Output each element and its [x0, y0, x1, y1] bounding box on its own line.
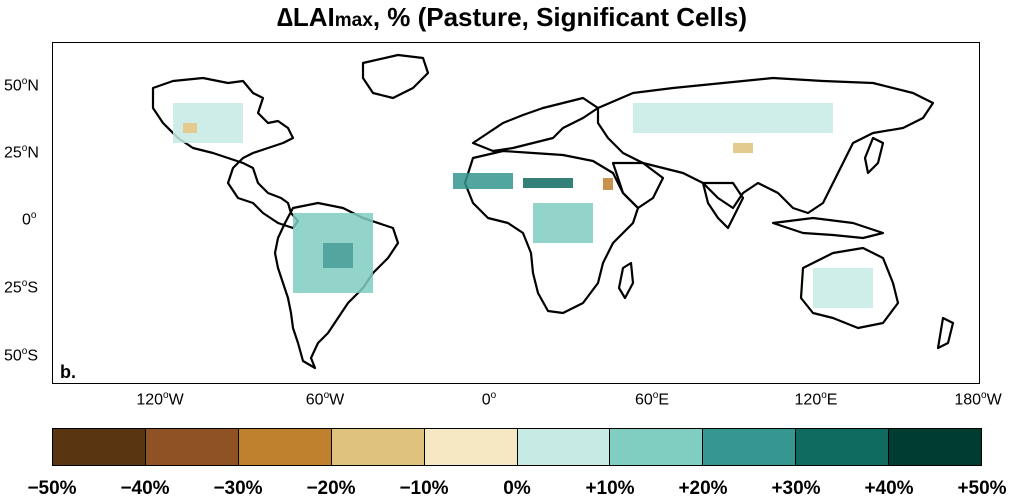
colorbar-segment-2	[238, 429, 332, 465]
colorbar-segment-0	[53, 429, 146, 465]
significant-cells	[173, 103, 873, 308]
colorbar-label-1: −40%	[120, 478, 170, 499]
colorbar-label-5: 0%	[503, 478, 531, 499]
coastlines	[151, 53, 955, 370]
xlabel-0: 0o	[481, 390, 497, 409]
colorbar-label-9: +40%	[864, 478, 914, 499]
sahel-cells	[453, 173, 513, 189]
europe-coast	[471, 96, 600, 153]
colorbar-segment-8	[796, 429, 890, 465]
ylabel-50s: 50oS	[4, 346, 39, 365]
brazil-cells	[323, 243, 353, 268]
new-zealand-coast	[936, 316, 955, 350]
map-panel	[52, 42, 980, 384]
australia-coast	[799, 246, 900, 330]
colorbar-segment-9	[889, 429, 982, 465]
xlabel-180w: 180oW	[954, 390, 1002, 409]
colorbar	[52, 428, 982, 466]
colorbar-segment-6	[610, 429, 704, 465]
panel-label: b.	[60, 362, 76, 382]
india-coast	[701, 181, 745, 230]
south-america-coast	[273, 201, 400, 370]
colorbar-label-8: +30%	[771, 478, 821, 499]
colorbar-label-10: +50%	[957, 478, 1007, 499]
world-map	[151, 53, 955, 370]
north-america-coast	[151, 76, 300, 230]
colorbar-label-6: +10%	[585, 478, 635, 499]
australia-cells	[813, 268, 873, 308]
africa-coast	[463, 149, 640, 315]
colorbar-label-4: −10%	[399, 478, 449, 499]
central-africa-cells	[533, 203, 593, 243]
xlabel-120e: 120oE	[794, 390, 838, 409]
colorbar-segment-4	[424, 429, 518, 465]
title-main: ∆LAI	[276, 2, 335, 32]
ylabel-25n: 25oN	[4, 143, 39, 162]
ylabel-50n: 50oN	[4, 76, 39, 95]
arabia-coast	[611, 161, 665, 210]
colorbar-label-2: −30%	[213, 478, 263, 499]
asia-negative-cells	[733, 143, 753, 153]
indonesia-coast	[771, 216, 885, 240]
eurasia-cells	[633, 103, 833, 133]
ylabel-25s: 25oS	[4, 278, 39, 297]
xlabel-60w: 60oW	[305, 390, 345, 409]
xlabel-60e: 60oE	[634, 390, 670, 409]
colorbar-segment-7	[703, 429, 797, 465]
colorbar-label-7: +20%	[678, 478, 728, 499]
title-subscript: max	[334, 10, 373, 31]
map-title: ∆LAImax, % (Pasture, Significant Cells)	[0, 2, 1024, 33]
colorbar-label-3: −20%	[306, 478, 356, 499]
madagascar-coast	[617, 261, 635, 300]
na-negative-cells	[183, 123, 197, 133]
greenland-coast	[361, 53, 430, 100]
sudan-cells	[523, 178, 573, 188]
ethiopia-negative-cells	[603, 178, 613, 190]
colorbar-segment-3	[331, 429, 425, 465]
colorbar-segment-1	[145, 429, 239, 465]
asia-coast	[596, 76, 935, 215]
colorbar-label-0: −50%	[27, 478, 77, 499]
colorbar-segment-5	[517, 429, 611, 465]
ylabel-0: 0o	[22, 210, 37, 229]
title-rest: , % (Pasture, Significant Cells)	[372, 2, 748, 32]
japan-coast	[863, 136, 885, 175]
xlabel-120w: 120oW	[136, 390, 184, 409]
